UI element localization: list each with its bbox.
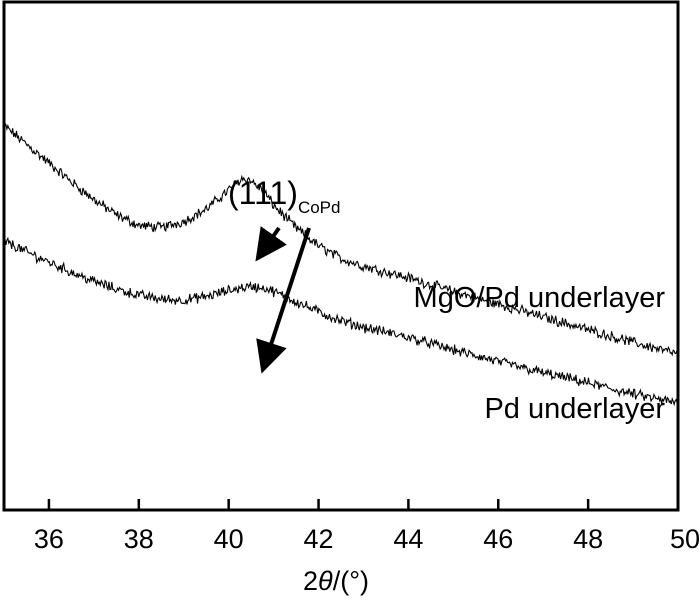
x-ticks: 36 38 40 42 44 46 48 50 xyxy=(34,499,700,554)
x-axis-title: 2θ/(°) xyxy=(303,566,369,596)
x-tick-label-46: 46 xyxy=(483,524,513,554)
series-line-0 xyxy=(3,122,679,357)
plot-frame xyxy=(2,0,680,512)
x-tick-label-36: 36 xyxy=(34,524,64,554)
x-tick-label-42: 42 xyxy=(304,524,334,554)
x-tick-label-44: 44 xyxy=(393,524,423,554)
x-tick-label-50: 50 xyxy=(670,524,700,554)
x-tick-label-40: 40 xyxy=(214,524,244,554)
peak-annotation: (111)CoPd xyxy=(228,175,340,217)
series-label-pd: Pd underlayer xyxy=(484,393,665,425)
series-label-mgo-pd: MgO/Pd underlayer xyxy=(414,282,666,314)
x-tick-label-38: 38 xyxy=(124,524,154,554)
series-line-1 xyxy=(3,236,679,407)
annotation-arrow-mgo-pd xyxy=(255,226,287,262)
x-tick-label-48: 48 xyxy=(573,524,603,554)
series-layer xyxy=(3,122,679,407)
annotation-arrow-pd xyxy=(256,227,311,374)
